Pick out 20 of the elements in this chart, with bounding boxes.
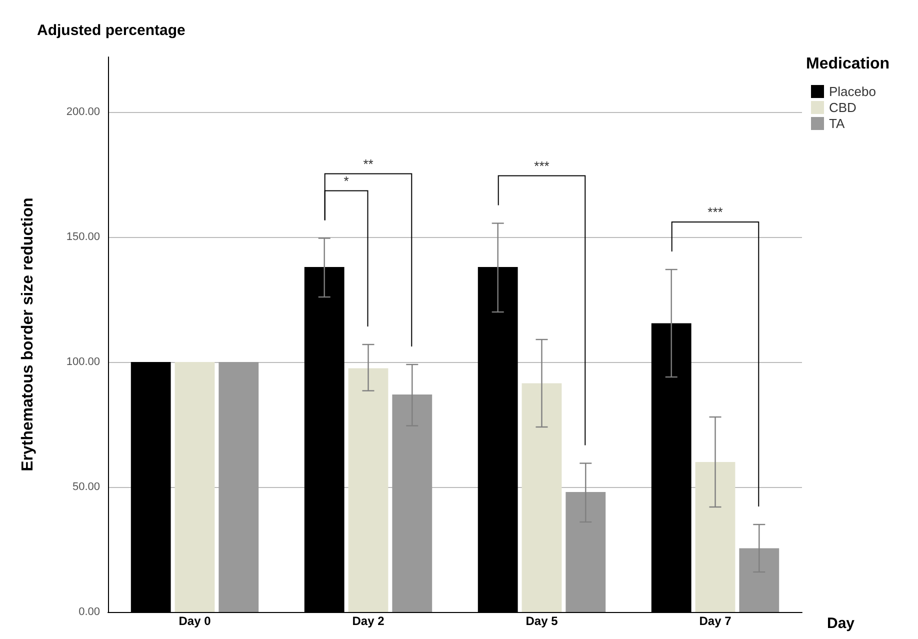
y-tick-label: 150.00 [66, 231, 100, 243]
legend-label: TA [829, 116, 845, 131]
y-tick-label: 200.00 [66, 106, 100, 118]
y-tick-label: 50.00 [72, 481, 100, 493]
x-tick-label: Day 5 [526, 614, 558, 628]
x-tick-label: Day 7 [699, 614, 732, 628]
y-tick-label: 0.00 [78, 606, 100, 618]
x-axis-title: Day [827, 615, 856, 632]
annotation: *** [534, 158, 550, 174]
y-tick-label: 100.00 [66, 356, 100, 368]
x-tick-label: Day 2 [352, 614, 385, 628]
chart-title: Adjusted percentage [37, 22, 186, 39]
legend-label: Placebo [829, 84, 876, 99]
x-tick-label: Day 0 [178, 614, 212, 628]
legend-title: Medication [806, 56, 890, 72]
annotation: ** [363, 156, 374, 172]
annotation: * [344, 173, 349, 188]
legend-label: CBD [829, 100, 856, 115]
annotation: *** [708, 204, 723, 220]
y-axis-title: Erythematous border size reduction [20, 198, 36, 472]
